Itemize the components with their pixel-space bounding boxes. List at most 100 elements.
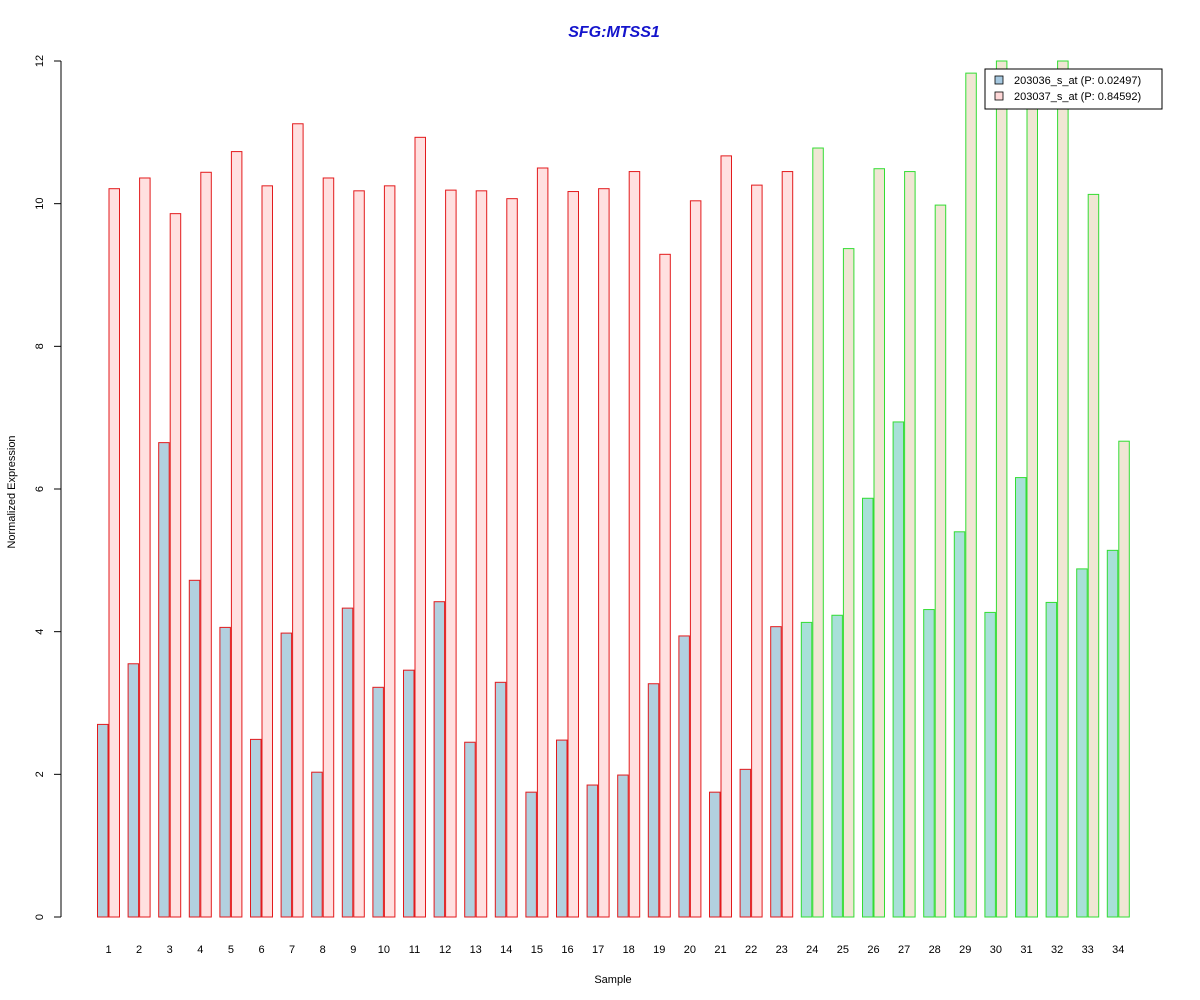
bar-series-2 — [934, 204, 947, 918]
y-axis-title: Normalized Expression — [6, 435, 18, 548]
y-tick-label: 2 — [34, 771, 46, 777]
chart-title: SFG:MTSS1 — [568, 24, 660, 41]
bar-series-2 — [781, 171, 794, 918]
bar-series-2 — [383, 185, 396, 918]
bar-series-1 — [984, 611, 996, 918]
bar-series-1 — [494, 681, 507, 918]
bar-series-1 — [127, 663, 140, 918]
legend-label-series-1: 203036_s_at (P: 0.02497) — [1014, 75, 1141, 87]
x-tick-label: 17 — [592, 944, 604, 956]
x-tick-label: 5 — [228, 944, 234, 956]
bar-series-2 — [1057, 60, 1069, 918]
bars — [97, 60, 1130, 918]
x-tick-label: 2 — [136, 944, 142, 956]
x-tick-label: 23 — [776, 944, 788, 956]
x-tick-label: 18 — [623, 944, 635, 956]
bar-series-2 — [200, 171, 212, 918]
bar-series-1 — [647, 683, 660, 918]
bar-series-2 — [720, 155, 732, 918]
x-tick-label: 7 — [289, 944, 295, 956]
bar-series-2 — [567, 191, 579, 918]
x-tick-label: 21 — [714, 944, 726, 956]
bar-series-1 — [678, 635, 690, 918]
bar-series-2 — [1026, 94, 1038, 918]
x-tick-label: 26 — [867, 944, 879, 956]
bar-series-2 — [751, 184, 763, 918]
x-tick-label: 3 — [167, 944, 173, 956]
legend-box — [984, 68, 1163, 110]
bar-series-2 — [108, 188, 120, 918]
x-tick-label: 32 — [1051, 944, 1063, 956]
x-axis-title: Sample — [594, 974, 631, 986]
bar-series-1 — [862, 497, 874, 918]
x-tick-label: 30 — [990, 944, 1002, 956]
x-tick-label: 34 — [1112, 944, 1124, 956]
bar-series-2 — [628, 171, 641, 918]
bar-series-1 — [617, 774, 629, 918]
x-tick-label: 6 — [258, 944, 264, 956]
bar-series-2 — [445, 189, 457, 918]
bar-series-1 — [831, 614, 843, 918]
y-tick-label: 4 — [34, 629, 46, 635]
bar-series-2 — [995, 60, 1008, 918]
bar-series-1 — [280, 632, 293, 918]
bar-series-1 — [709, 791, 721, 918]
legend-swatch-series-2 — [994, 91, 1004, 101]
legend-swatch-series-1 — [994, 75, 1004, 85]
bar-series-1 — [1015, 477, 1027, 918]
x-tick-label: 33 — [1082, 944, 1094, 956]
x-tick-label: 27 — [898, 944, 910, 956]
x-tick-label: 10 — [378, 944, 390, 956]
bar-series-1 — [158, 442, 170, 918]
bar-series-2 — [169, 213, 182, 918]
x-tick-label: 20 — [684, 944, 696, 956]
x-tick-label: 16 — [561, 944, 573, 956]
bar-series-2 — [1118, 440, 1130, 918]
x-tick-label: 9 — [350, 944, 356, 956]
x-tick-label: 1 — [105, 944, 111, 956]
bar-series-2 — [506, 198, 518, 918]
legend-label-series-2: 203037_s_at (P: 0.84592) — [1014, 91, 1141, 103]
bar-series-1 — [892, 421, 905, 918]
bar-series-2 — [1087, 193, 1100, 918]
y-axis: 0 2 4 6 8 10 12 — [34, 55, 62, 920]
bar-series-1 — [464, 741, 476, 918]
x-tick-label: 19 — [653, 944, 665, 956]
bar-series-2 — [322, 177, 335, 918]
bar-series-1 — [1045, 601, 1058, 918]
x-tick-label: 13 — [470, 944, 482, 956]
bar-series-1 — [372, 686, 384, 918]
legend: 203036_s_at (P: 0.02497) 203037_s_at (P:… — [984, 68, 1163, 110]
bar-series-2 — [659, 253, 671, 918]
bar-series-1 — [403, 669, 415, 918]
x-tick-label: 29 — [959, 944, 971, 956]
bar-series-1 — [770, 626, 782, 918]
bar-series-1 — [586, 784, 599, 918]
x-tick-label: 11 — [409, 944, 420, 956]
bar-series-1 — [953, 531, 966, 918]
bar-series-2 — [842, 248, 855, 918]
x-tick-label: 28 — [929, 944, 941, 956]
y-tick-label: 12 — [34, 55, 46, 67]
bar-series-2 — [965, 72, 977, 918]
bar-series-2 — [904, 171, 916, 918]
bar-series-1 — [1106, 549, 1119, 918]
x-tick-label: 25 — [837, 944, 849, 956]
bar-series-1 — [250, 738, 262, 918]
bar-series-1 — [433, 601, 446, 918]
bar-series-2 — [689, 200, 702, 918]
bar-series-1 — [1076, 568, 1088, 918]
bar-series-2 — [812, 147, 824, 918]
bar-series-1 — [219, 626, 231, 918]
x-tick-label: 31 — [1020, 944, 1032, 956]
y-tick-label: 6 — [34, 486, 46, 492]
bar-series-1 — [739, 768, 752, 918]
y-tick-label: 0 — [34, 914, 46, 920]
bar-series-2 — [475, 190, 488, 918]
bar-series-1 — [525, 791, 537, 918]
x-tick-label: 24 — [806, 944, 818, 956]
x-tick-label: 15 — [531, 944, 543, 956]
bar-series-2 — [414, 136, 426, 918]
bar-series-1 — [923, 609, 935, 918]
y-tick-label: 10 — [34, 198, 46, 210]
